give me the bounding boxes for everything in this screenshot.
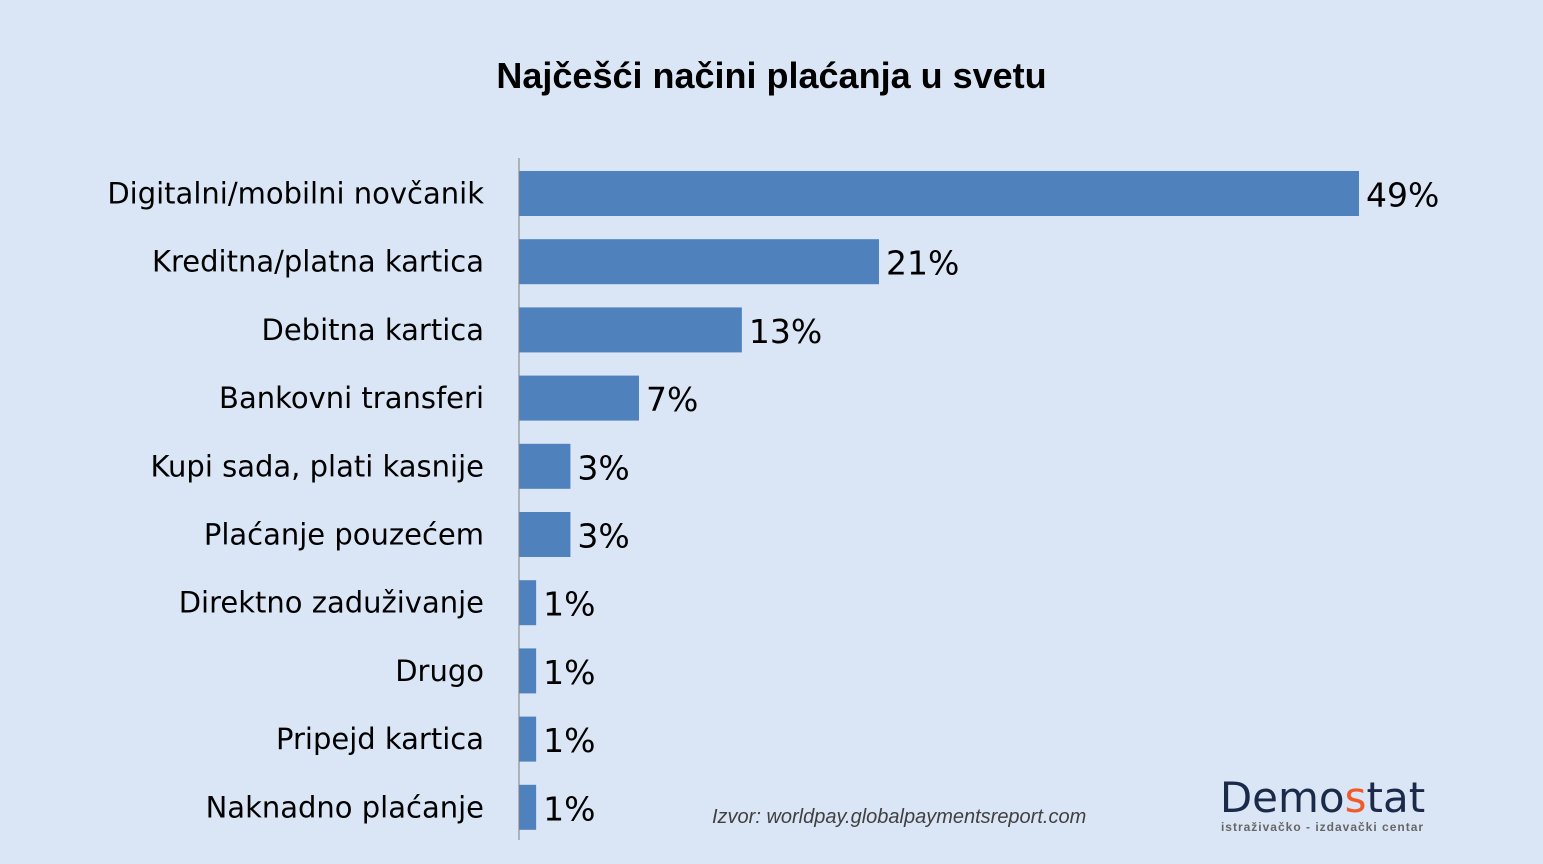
category-label: Direktno zaduživanje (179, 586, 484, 620)
bar (519, 716, 537, 762)
category-label: Bankovni transferi (219, 381, 484, 415)
bar (519, 512, 571, 557)
data-label: 3% (577, 448, 629, 487)
bar (519, 648, 537, 694)
demostat-logo: Demostat istraživačko - izdavački centar (1219, 773, 1426, 835)
bar (519, 443, 571, 489)
category-label: Plaćanje pouzećem (204, 518, 484, 552)
category-label: Pripejd kartica (276, 722, 484, 756)
data-label: 13% (749, 312, 822, 351)
data-label: 3% (577, 517, 629, 556)
bar (519, 784, 537, 830)
category-label: Drugo (395, 654, 484, 688)
data-label: 1% (543, 789, 595, 828)
bar (519, 307, 742, 353)
category-label: Debitna kartica (262, 313, 485, 347)
bar (519, 239, 879, 285)
bar (519, 375, 639, 421)
bar (519, 580, 537, 626)
data-label: 7% (646, 380, 698, 419)
data-label: 21% (886, 244, 959, 283)
source-note: Izvor: worldpay.globalpaymentsreport.com (712, 806, 1087, 828)
data-label: 1% (543, 653, 595, 692)
chart-title: Najčešći načini plaćanja u svetu (496, 55, 1047, 96)
category-label: Kupi sada, plati kasnije (150, 449, 484, 483)
data-label: 49% (1366, 176, 1439, 215)
category-label: Kreditna/platna kartica (152, 245, 484, 279)
category-label: Digitalni/mobilni novčanik (107, 177, 484, 211)
category-label: Naknadno plaćanje (206, 790, 484, 824)
data-label: 1% (543, 721, 595, 760)
data-label: 1% (543, 585, 595, 624)
bar (519, 171, 1359, 216)
